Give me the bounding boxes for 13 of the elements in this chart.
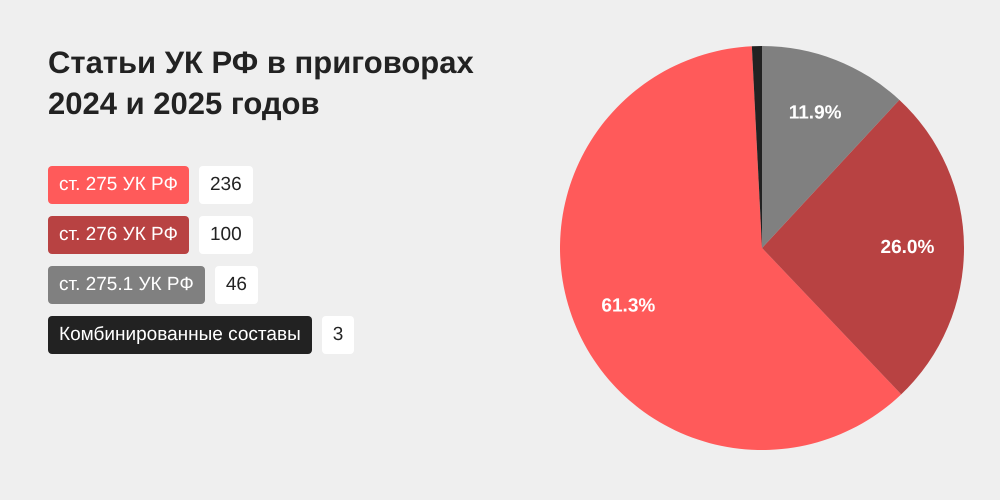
text: Статьи УК РФ в приговорах 2024 и 2025 годов bbox=[48, 44, 475, 123]
text: 236 bbox=[198, 166, 253, 204]
data-label: 11.9% bbox=[788, 102, 842, 124]
text: 46 bbox=[214, 266, 258, 304]
data-label: 26.0% bbox=[880, 237, 934, 258]
pie-slice bbox=[762, 100, 964, 394]
text: 3 bbox=[322, 316, 354, 354]
legend-label: ст. 276 УК РФ bbox=[59, 216, 178, 254]
text: 100 bbox=[198, 216, 253, 254]
legend-label: ст. 275.1 УК РФ bbox=[59, 266, 194, 304]
data-label: 61.3% bbox=[601, 295, 656, 316]
legend-label: Комбинированные составы bbox=[59, 316, 301, 354]
legend-label: ст. 275 УК РФ bbox=[59, 166, 178, 204]
